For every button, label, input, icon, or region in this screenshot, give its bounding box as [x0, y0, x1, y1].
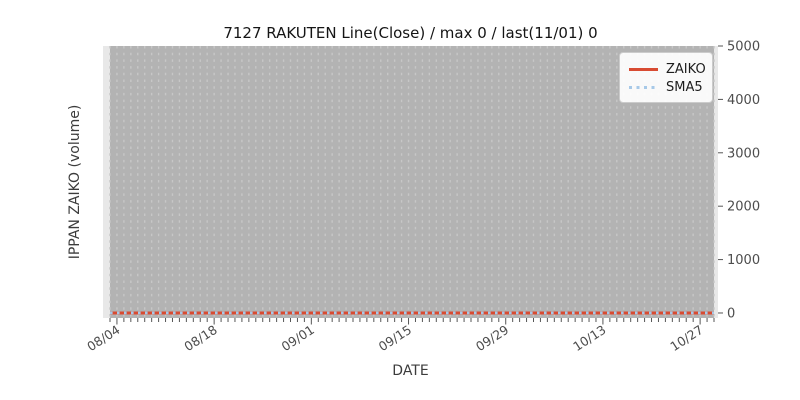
legend-item-zaiko: ZAIKO — [629, 60, 706, 78]
data-region — [110, 46, 714, 318]
legend-label-zaiko: ZAIKO — [666, 61, 706, 77]
y-tick-label: 5000 — [727, 40, 760, 55]
x-tick-label: 09/15 — [376, 322, 414, 354]
zaiko-line-swatch — [629, 67, 658, 71]
legend-item-sma5: SMA5 — [629, 78, 703, 96]
y-tick-label: 3000 — [727, 146, 760, 161]
x-tick-label: 09/29 — [473, 322, 511, 354]
legend: ZAIKO SMA5 — [619, 52, 713, 103]
chart-title: 7127 RAKUTEN Line(Close) / max 0 / last(… — [223, 24, 598, 42]
y-tick-label: 1000 — [727, 253, 760, 268]
sma5-line-swatch — [629, 85, 658, 89]
x-tick-label: 08/04 — [84, 322, 122, 354]
legend-label-sma5: SMA5 — [666, 79, 703, 95]
y-axis-label: IPPAN ZAIKO (volume) — [67, 104, 83, 260]
x-tick-label: 10/27 — [667, 322, 705, 354]
y-tick-label: 0 — [727, 306, 735, 321]
y-tick-label: 2000 — [727, 200, 760, 215]
x-tick-label: 09/01 — [279, 322, 317, 354]
y-tick-label: 4000 — [727, 93, 760, 108]
x-tick-label: 10/13 — [570, 322, 608, 354]
x-axis-label: DATE — [392, 363, 429, 379]
x-tick-label: 08/18 — [181, 322, 219, 354]
